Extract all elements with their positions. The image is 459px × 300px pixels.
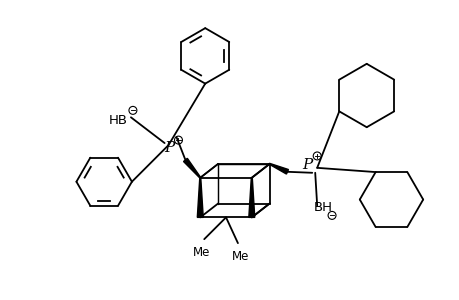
Polygon shape bbox=[248, 178, 254, 218]
Text: BH: BH bbox=[313, 201, 332, 214]
Text: P: P bbox=[302, 158, 312, 172]
Text: Me: Me bbox=[232, 250, 249, 263]
Text: Me: Me bbox=[192, 246, 209, 259]
Polygon shape bbox=[197, 178, 203, 218]
Text: HB: HB bbox=[109, 114, 128, 127]
Polygon shape bbox=[183, 158, 200, 178]
Text: P: P bbox=[164, 141, 174, 155]
Polygon shape bbox=[269, 164, 288, 174]
